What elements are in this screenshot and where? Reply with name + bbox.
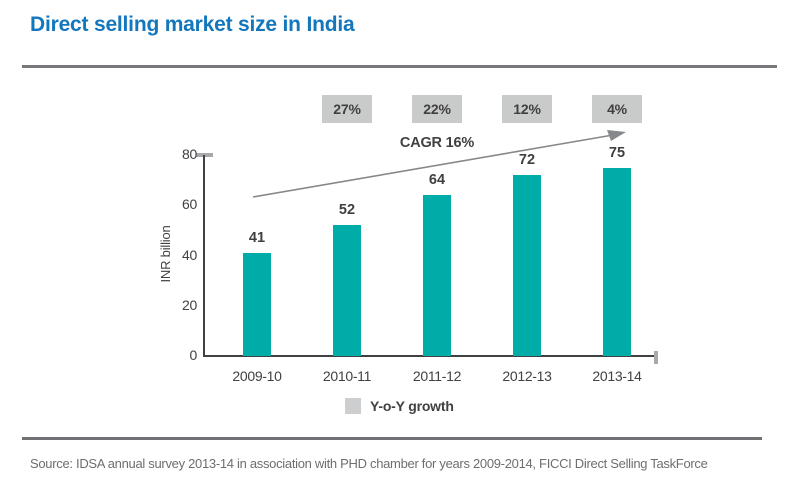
bar-value-label: 75 (608, 144, 626, 161)
x-axis-category-label: 2012-13 (502, 368, 552, 384)
x-axis-end-tick (654, 351, 658, 364)
y-tick-label: 80 (182, 146, 197, 162)
bar-2011-12 (423, 195, 451, 356)
bar-value-label: 72 (518, 152, 536, 169)
yoy-growth-box: 12% (502, 95, 552, 123)
x-axis-category-label: 2011-12 (412, 368, 462, 384)
y-tick-label: 60 (182, 196, 197, 213)
legend-swatch-gray (345, 398, 361, 414)
x-axis-category-label: 2013-14 (592, 368, 642, 384)
yoy-growth-box: 22% (412, 95, 462, 123)
chart-legend: Y-o-Y growth (345, 398, 454, 414)
x-axis-line (203, 355, 658, 357)
legend-label: Y-o-Y growth (370, 398, 454, 414)
x-axis-category-label: 2010-11 (322, 368, 372, 384)
bar-value-label: 64 (428, 172, 446, 189)
cagr-annotation: CAGR 16% (399, 135, 475, 151)
bar-2010-11 (333, 225, 361, 356)
title-divider-rule (22, 65, 777, 68)
bar-value-label: 52 (338, 202, 356, 219)
bar-2013-14 (603, 167, 631, 356)
footer-divider-rule (22, 437, 762, 440)
y-tick-label: 0 (189, 347, 198, 363)
y-tick-label: 40 (182, 246, 197, 263)
yoy-growth-box: 27% (322, 95, 372, 123)
yoy-growth-box: 4% (592, 95, 642, 123)
bar-2009-10 (243, 252, 271, 356)
page-title: Direct selling market size in India (30, 13, 355, 36)
y-axis-line (203, 155, 205, 356)
source-text: Source: IDSA annual survey 2013-14 in as… (30, 456, 708, 471)
y-tick-label: 20 (182, 296, 197, 313)
bar-value-label: 41 (248, 229, 266, 246)
x-axis-category-label: 2009-10 (232, 368, 282, 384)
bar-2012-13 (513, 175, 541, 356)
